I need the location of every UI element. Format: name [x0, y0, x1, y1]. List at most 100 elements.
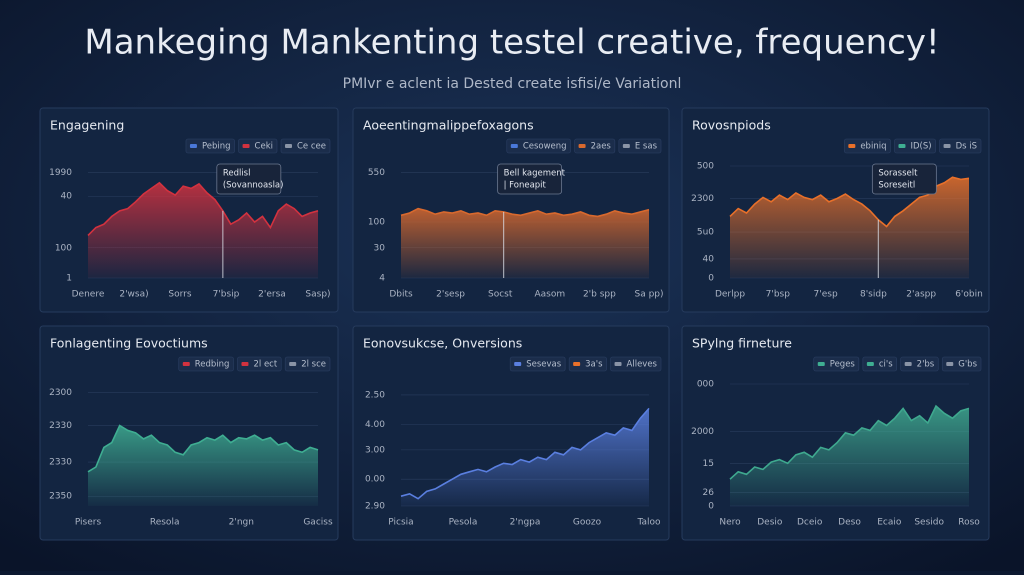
legend-label: 2l ect: [253, 360, 277, 370]
panel-background: [352, 107, 670, 313]
x-tick-label: Pisers: [75, 518, 102, 528]
area-line: [400, 207, 650, 218]
legend-label: Alleves: [627, 360, 658, 370]
y-tick-label: 100: [368, 218, 385, 228]
legend-item-box: [178, 356, 234, 372]
legend-label: 2l sce: [301, 360, 326, 370]
area-fill: [88, 425, 318, 506]
x-tick-label: 2'ersa: [258, 290, 286, 300]
legend-label: ID(S): [910, 142, 931, 152]
x-tick-label: 2'b spp: [583, 290, 616, 300]
x-tick-label: Gaciss: [303, 518, 333, 528]
legend-swatch: [946, 362, 954, 366]
legend-swatch: [242, 144, 250, 148]
legend-swatch: [189, 144, 197, 148]
legend-label: ci's: [879, 360, 893, 370]
legend-item-box: [238, 138, 278, 154]
annotation-text: Soreseitl: [878, 181, 915, 191]
legend-label: Ce cee: [297, 142, 326, 152]
area-line: [87, 181, 319, 236]
legend-swatch: [510, 144, 518, 148]
x-tick-label: 2'wsa): [119, 290, 148, 300]
y-tick-label: 40: [703, 254, 715, 264]
legend-item-box: [618, 138, 662, 154]
area-line: [87, 424, 319, 473]
legend-item-box: [939, 138, 982, 154]
y-tick-label: 000: [697, 380, 714, 390]
panel-title: Fonlagenting Eovoctiums: [50, 336, 208, 351]
legend-swatch: [182, 362, 190, 366]
area-fill: [730, 406, 969, 506]
legend-swatch: [866, 362, 874, 366]
x-tick-label: 8'sidp: [860, 290, 887, 300]
legend-item-box: [185, 138, 235, 154]
area-fill: [401, 208, 649, 278]
legend-item-box: [844, 138, 891, 154]
legend-label: Pebing: [202, 142, 231, 152]
y-tick-label: 100: [55, 243, 72, 253]
legend-item-box: [509, 356, 566, 372]
legend-swatch: [514, 362, 522, 366]
x-tick-label: Sesido: [914, 518, 944, 528]
y-tick-label: 2.90: [365, 502, 385, 512]
legend-label: Ds iS: [956, 142, 977, 152]
x-tick-label: Desio: [757, 518, 783, 528]
annotation-text: Redlisl: [223, 169, 251, 179]
annotation-box: [497, 163, 563, 195]
chart-panel: Engagening Ce cee Ceki Pebing 1990 40 100 1Dene…: [39, 107, 339, 313]
legend-item-box: [813, 356, 860, 372]
legend-swatch: [285, 144, 292, 148]
y-tick-label: 1990: [49, 168, 72, 178]
y-tick-label: 4: [379, 274, 385, 284]
x-tick-label: 6'obin: [955, 290, 983, 300]
y-tick-label: 0: [708, 274, 714, 284]
x-tick-label: Taloo: [636, 518, 661, 528]
x-tick-label: Dbits: [389, 290, 413, 300]
y-tick-label: 2330: [49, 421, 72, 431]
y-tick-label: 5u0: [697, 228, 714, 238]
annotation-text: Sorasselt: [878, 169, 918, 179]
legend-swatch: [578, 144, 586, 148]
annotation-text: Bell kagement: [504, 169, 566, 179]
legend-item-box: [506, 138, 571, 154]
chart-panel: Rovosnpiods Ds iS ID(S) ebiniq 500 2300 5u0 40 0…: [681, 107, 990, 313]
legend-swatch: [241, 362, 249, 366]
legend-item-box: [894, 138, 936, 154]
legend-label: Redbing: [195, 360, 230, 370]
x-tick-label: 7'esp: [814, 290, 838, 300]
y-tick-label: 2330: [49, 458, 72, 468]
legend-label: 3a's: [585, 360, 603, 370]
chart-panel: SPylng firneture G'bs 2'bs ci's Peges 000 2000…: [681, 325, 990, 541]
x-tick-label: Ecaio: [877, 518, 902, 528]
legend-label: G'bs: [958, 360, 977, 370]
annotation-text: | Foneapit: [504, 181, 547, 191]
legend-item-box: [574, 138, 616, 154]
x-tick-label: Nero: [719, 518, 741, 528]
x-tick-label: Aasom: [534, 290, 565, 300]
legend-label: ebiniq: [860, 142, 886, 152]
x-tick-label: Picsia: [388, 518, 413, 528]
y-tick-label: 3.00: [365, 445, 385, 455]
legend-swatch: [573, 362, 581, 366]
x-tick-label: 7'bsp: [766, 290, 791, 300]
chart-panel: Fonlagenting Eovoctiums 2l sce 2l ect Redbi…: [39, 325, 339, 541]
y-tick-label: 2.50: [365, 390, 385, 400]
legend-item-box: [237, 356, 282, 372]
y-tick-label: 500: [697, 162, 714, 172]
y-tick-label: 0: [708, 502, 714, 512]
area-line: [400, 407, 650, 500]
page-title: Mankeging Mankenting testel creative, fr…: [84, 23, 939, 63]
x-tick-label: Sasp): [305, 290, 330, 300]
legend-item-box: [280, 138, 331, 154]
page-subtitle: PMIvr e aclent ia Dested create isfisi/e…: [343, 76, 682, 92]
legend-swatch: [614, 362, 622, 366]
panel-title: Eonovsukcse, Onversions: [363, 336, 522, 351]
x-tick-label: Pesola: [449, 518, 478, 528]
x-tick-label: 2'aspp: [906, 290, 936, 300]
legend-item-box: [941, 356, 982, 372]
x-tick-label: Roso: [958, 518, 980, 528]
y-tick-label: 2300: [691, 194, 714, 204]
legend-label: 2'bs: [917, 360, 935, 370]
